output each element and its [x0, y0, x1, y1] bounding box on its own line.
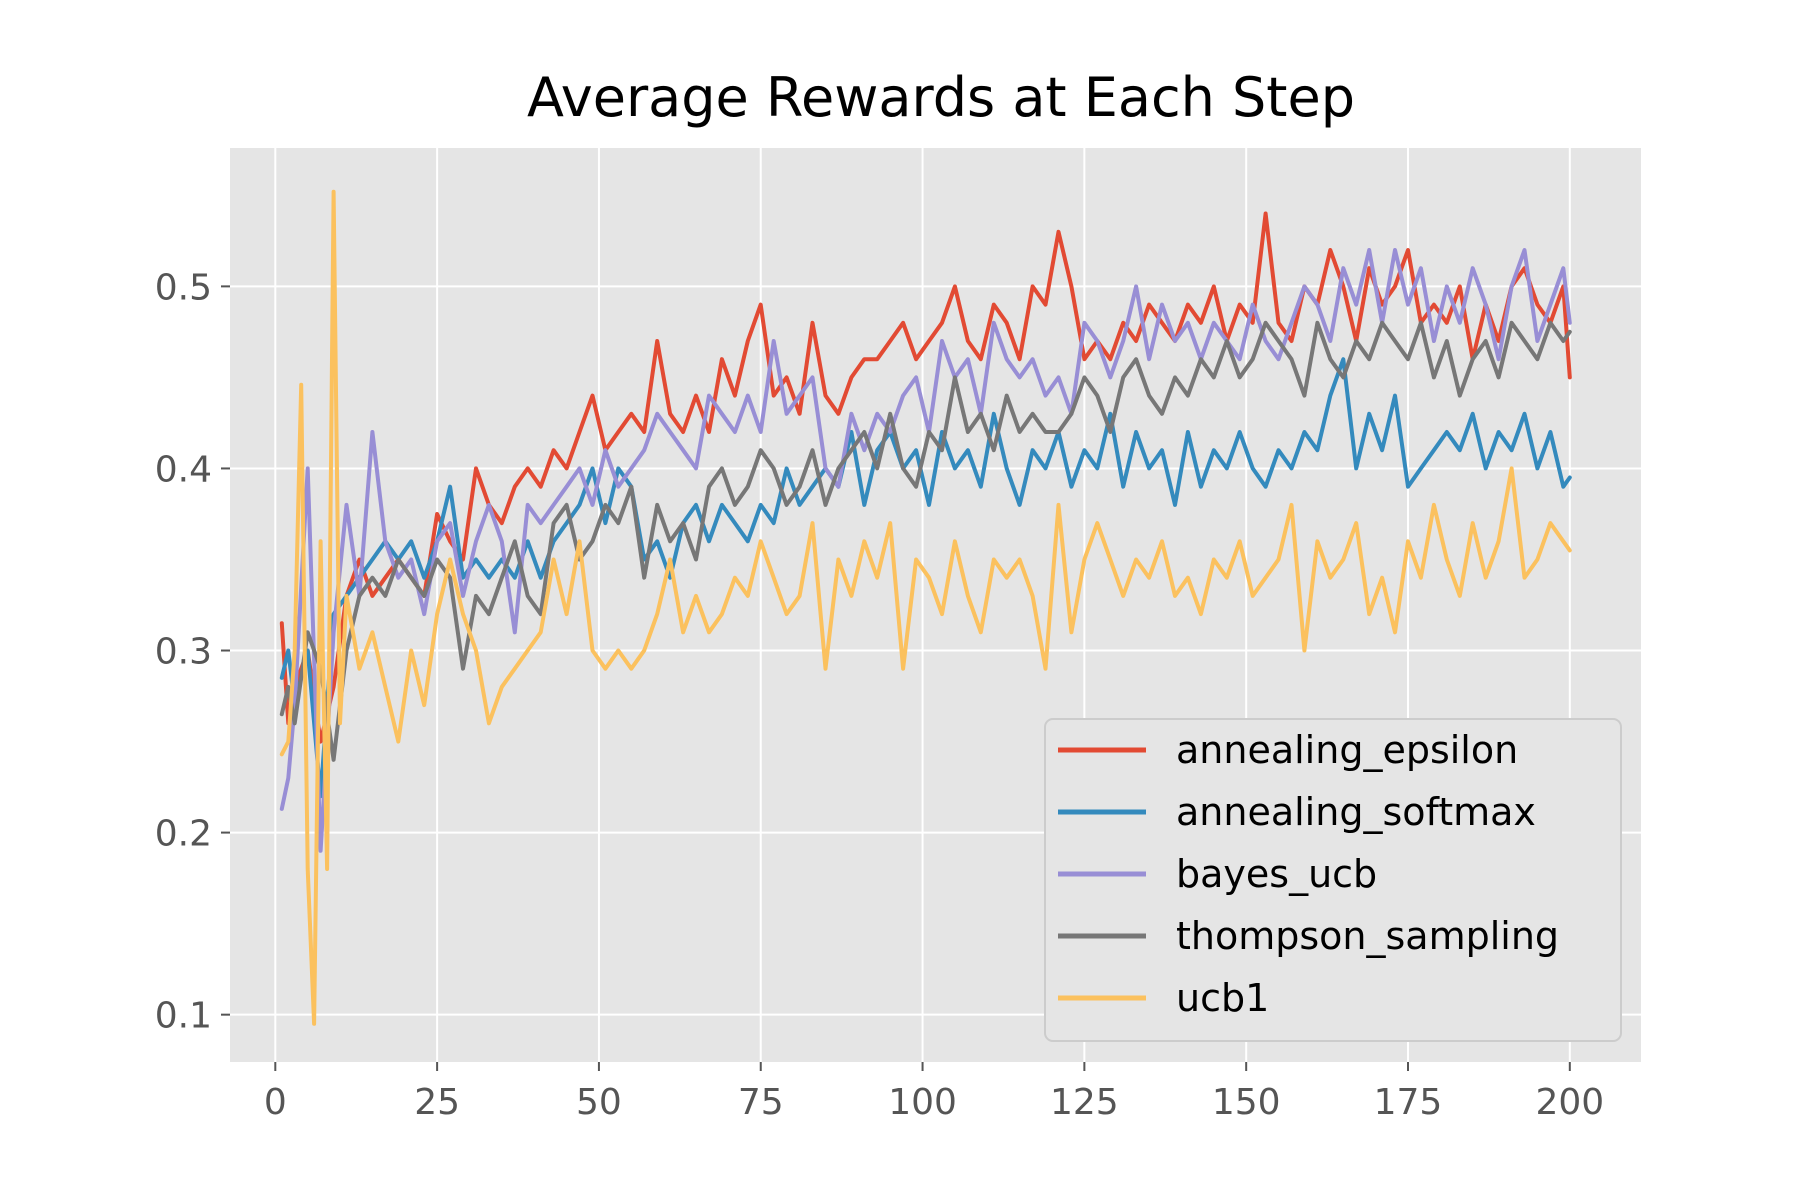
axis-ticks: 0 25 50 75 100 125 150 175 200 0.1 0.2 0.3 0.4 0.5: [155, 267, 1604, 1123]
x-tick-label: 0: [264, 1082, 287, 1123]
x-tick-label: 125: [1050, 1082, 1119, 1123]
series-lines: [279, 189, 1572, 1026]
chart-title: Average Rewards at Each Step: [527, 66, 1355, 129]
series-line-annealing_epsilon: [279, 211, 1572, 744]
series-line-bayes_ucb: [279, 248, 1572, 853]
x-tick-label: 50: [576, 1082, 622, 1123]
x-tick-label: 150: [1212, 1082, 1281, 1123]
legend: annealing_epsilon annealing_softmax bayes_…: [1044, 718, 1622, 1042]
series-line-annealing_softmax: [279, 357, 1572, 799]
y-tick-label: 0.2: [155, 814, 212, 855]
x-tick-label: 200: [1535, 1082, 1604, 1123]
legend-label: thompson_sampling: [1176, 914, 1559, 958]
series-line-thompson_sampling: [279, 320, 1572, 762]
y-tick-label: 0.3: [155, 632, 212, 673]
legend-label: bayes_ucb: [1176, 852, 1377, 896]
legend-label: annealing_softmax: [1176, 790, 1536, 834]
y-tick-label: 0.4: [155, 449, 212, 490]
legend-label: ucb1: [1176, 976, 1269, 1020]
x-tick-label: 100: [888, 1082, 957, 1123]
x-tick-label: 25: [414, 1082, 460, 1123]
series-line-ucb1: [279, 189, 1572, 1026]
y-tick-label: 0.1: [155, 996, 212, 1037]
y-tick-label: 0.5: [155, 267, 212, 308]
legend-box: [1044, 718, 1622, 1042]
x-tick-label: 175: [1374, 1082, 1443, 1123]
legend-label: annealing_epsilon: [1176, 728, 1518, 772]
x-tick-label: 75: [738, 1082, 784, 1123]
